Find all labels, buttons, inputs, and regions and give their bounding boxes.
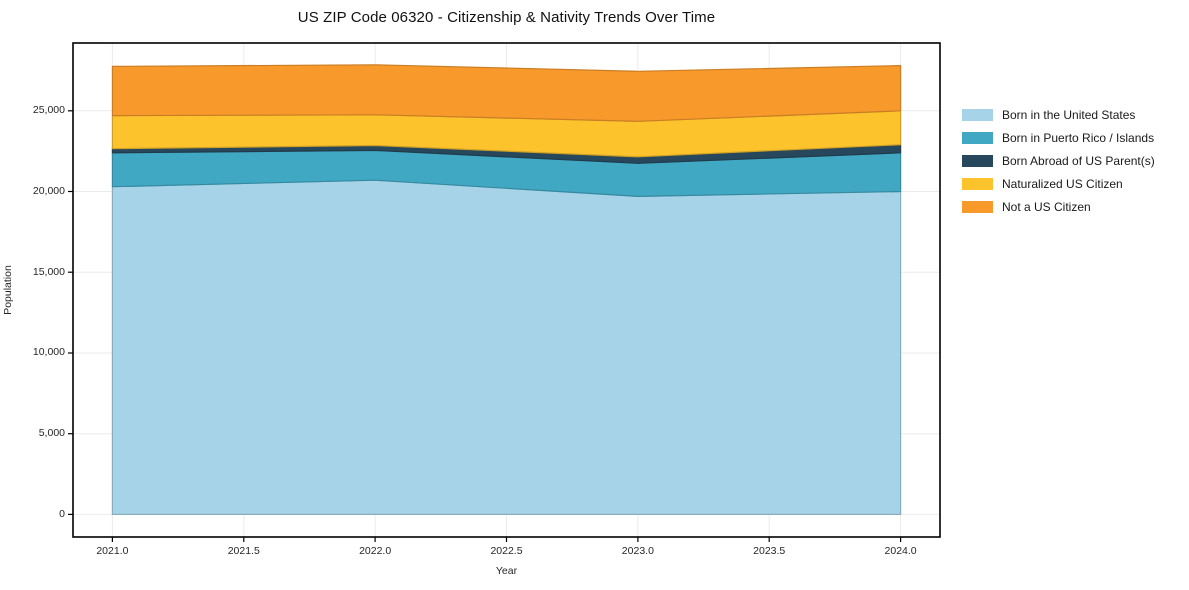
y-tick-label: 5,000 xyxy=(38,427,65,440)
legend-label: Born Abroad of US Parent(s) xyxy=(1002,153,1155,168)
legend-item-naturalized-us-citizen: Naturalized US Citizen xyxy=(962,172,1155,195)
area-born-in-the-united-states xyxy=(111,179,902,516)
legend-label: Not a US Citizen xyxy=(1002,199,1091,214)
x-tick-label: 2021.5 xyxy=(227,545,260,557)
x-tick-label: 2023.5 xyxy=(753,545,786,557)
x-tick-label: 2022.5 xyxy=(490,545,523,557)
legend-swatch-icon xyxy=(962,200,993,213)
chart-title: US ZIP Code 06320 - Citizenship & Nativi… xyxy=(297,9,716,26)
legend-item-born-abroad-of-us-parent-s: Born Abroad of US Parent(s) xyxy=(962,149,1155,172)
legend-label: Naturalized US Citizen xyxy=(1002,176,1123,191)
legend-item-not-a-us-citizen: Not a US Citizen xyxy=(962,195,1155,218)
y-tick-label: 25,000 xyxy=(32,104,65,117)
legend-swatch-icon xyxy=(962,177,993,190)
legend-swatch-icon xyxy=(962,108,993,121)
x-tick-label: 2024.0 xyxy=(884,545,917,557)
legend-item-born-in-puerto-rico-islands: Born in Puerto Rico / Islands xyxy=(962,126,1155,149)
legend-swatch-icon xyxy=(962,154,993,167)
legend-swatch-icon xyxy=(962,131,993,144)
x-tick-label: 2023.0 xyxy=(621,545,654,557)
legend-label: Born in the United States xyxy=(1002,107,1136,122)
y-tick-label: 0 xyxy=(59,507,65,520)
x-axis-label: Year xyxy=(495,565,518,577)
legend-label: Born in Puerto Rico / Islands xyxy=(1002,130,1155,145)
legend: Born in the United States Born in Puerto … xyxy=(962,103,1155,218)
area-not-a-us-citizen xyxy=(111,64,902,122)
plot-border xyxy=(72,42,941,538)
x-tick-label: 2022.0 xyxy=(359,545,392,557)
y-tick-label: 20,000 xyxy=(32,185,65,198)
x-tick-label: 2021.0 xyxy=(96,545,129,557)
legend-item-born-in-the-united-states: Born in the United States xyxy=(962,103,1155,126)
y-axis-label: Population xyxy=(2,265,14,315)
y-tick-label: 15,000 xyxy=(32,265,65,278)
y-tick-label: 10,000 xyxy=(32,346,65,359)
